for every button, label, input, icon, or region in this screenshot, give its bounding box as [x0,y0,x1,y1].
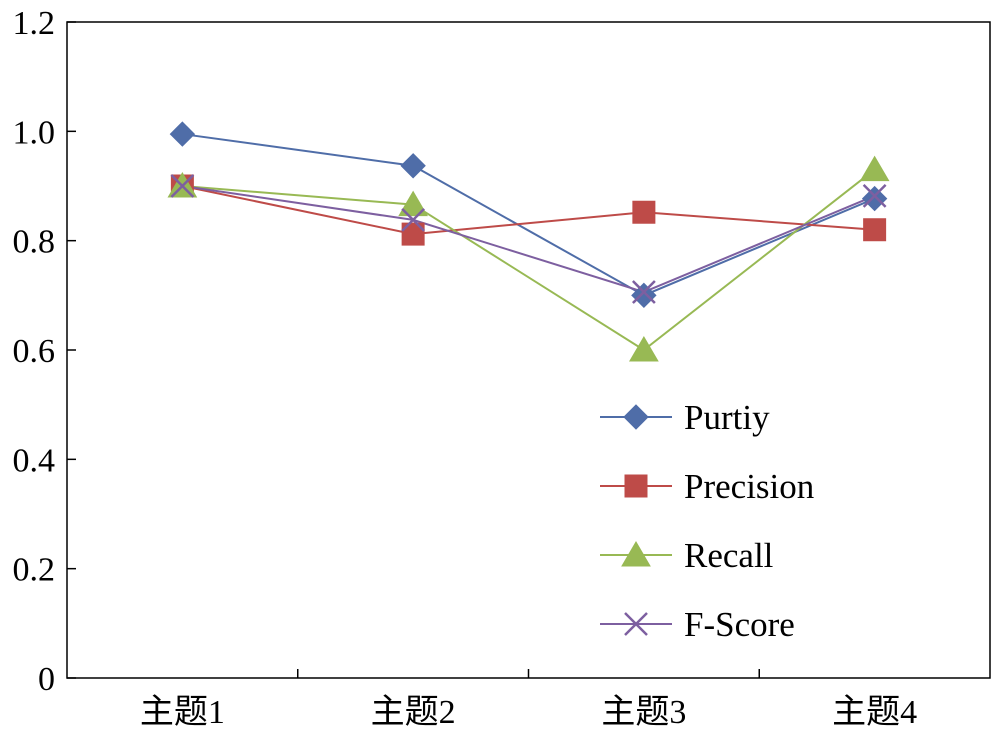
y-tick-label: 0.4 [13,442,56,479]
x-tick-label: 主题3 [601,694,686,731]
y-tick-label: 0.6 [13,333,56,370]
data-point-recall [398,190,428,217]
legend: Purtiy Precision Recall F-Score [600,398,814,644]
y-tick-label: 0.8 [13,224,56,261]
y-tick-label: 1.0 [13,114,56,151]
legend-label-precision: Precision [684,467,814,506]
legend-marker-purtiy [623,404,649,430]
y-tick-label: 0 [38,661,55,698]
data-point-purtiy [400,153,426,179]
axes: 0 0.2 0.4 0.6 0.8 1.0 1.2 主题1 主题2 主题3 主题4 [13,5,918,731]
series-line-recall [182,168,876,352]
legend-marker-f-score [624,612,648,636]
legend-label-f-score: F-Score [684,605,795,644]
data-point-recall [629,336,659,362]
series-line-f-score [182,185,876,294]
data-point-purtiy [169,121,196,147]
series-line-precision [182,185,875,236]
x-tick-label: 主题1 [140,694,225,731]
data-point-f-score-stroke [631,280,656,304]
data-point-f-score [401,208,426,232]
data-point-f-score [862,183,887,208]
data-point-f-score-stroke [170,174,195,198]
legend-label-purtiy: Purtiy [684,398,770,437]
data-point-purtiy [631,282,657,309]
y-tick-label: 0.2 [13,552,56,589]
x-tick-label: 主题4 [832,694,917,731]
plot-area [66,21,991,679]
x-tick-label: 主题2 [371,694,456,731]
data-point-f-score-stroke [401,208,426,232]
series-layer [167,121,890,362]
legend-marker-recall [621,541,651,567]
data-point-f-score [170,174,195,198]
data-point-f-score-stroke [862,183,887,208]
data-point-precision [401,222,425,246]
data-point-precision [863,218,887,242]
y-tick-label: 1.2 [13,5,56,42]
data-point-f-score [631,280,656,304]
legend-label-recall: Recall [684,536,774,575]
data-point-purtiy [861,185,888,212]
data-point-recall [859,155,890,182]
data-point-precision [632,200,656,224]
plot-frame [66,21,991,679]
series-line-purtiy [182,133,876,297]
legend-marker-f-score-stroke [624,612,648,636]
legend-marker-precision [624,474,648,498]
